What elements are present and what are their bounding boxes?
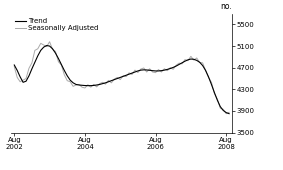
Trend <box>210 83 213 86</box>
Text: no.: no. <box>220 2 232 11</box>
Legend: Trend, Seasonally Adjusted: Trend, Seasonally Adjusted <box>15 17 99 32</box>
Trend <box>63 69 66 71</box>
Seasonally Adjusted <box>224 113 228 115</box>
Seasonally Adjusted <box>86 84 89 86</box>
Trend <box>60 63 63 65</box>
Seasonally Adjusted <box>63 74 66 76</box>
Seasonally Adjusted <box>136 72 140 74</box>
Seasonally Adjusted <box>133 69 137 71</box>
Trend <box>228 113 231 115</box>
Trend <box>12 64 16 66</box>
Trend <box>133 71 137 73</box>
Line: Seasonally Adjusted: Seasonally Adjusted <box>14 42 229 114</box>
Seasonally Adjusted <box>60 64 63 66</box>
Seasonally Adjusted <box>48 41 51 43</box>
Seasonally Adjusted <box>12 66 16 68</box>
Trend <box>86 85 89 87</box>
Trend <box>136 70 140 72</box>
Line: Trend: Trend <box>14 46 229 114</box>
Seasonally Adjusted <box>210 81 213 83</box>
Seasonally Adjusted <box>228 111 231 113</box>
Trend <box>45 45 48 47</box>
